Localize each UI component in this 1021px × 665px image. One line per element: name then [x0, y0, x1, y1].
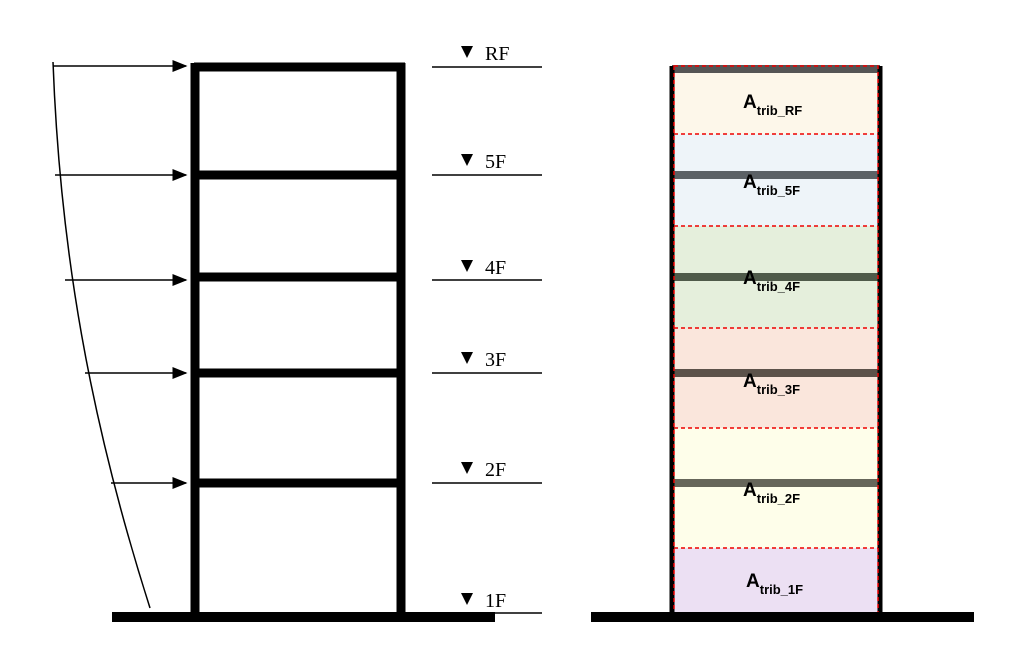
zone — [672, 134, 880, 226]
zone — [672, 428, 880, 548]
trib-label: Atrib_4F — [743, 268, 800, 294]
trib-label: Atrib_5F — [743, 172, 800, 198]
trib-label: Atrib_3F — [743, 371, 800, 397]
zone — [672, 548, 880, 613]
level-marker — [461, 46, 473, 58]
load-curve — [52, 61, 151, 609]
level-label: 5F — [485, 151, 506, 173]
level-label: 1F — [485, 590, 506, 612]
right-frame: Atrib_RF Atrib_5F Atrib_4F Atrib_3F Atri… — [591, 65, 974, 622]
level-marker — [461, 593, 473, 605]
trib-label: Atrib_2F — [743, 480, 800, 506]
zone — [672, 328, 880, 428]
level-marker — [461, 154, 473, 166]
level-label: RF — [485, 43, 509, 65]
trib-label: Atrib_1F — [746, 571, 803, 597]
trib-outline — [673, 65, 879, 614]
left-frame: RF 5F 4F 3F 2F 1F — [52, 43, 542, 622]
level-marker — [461, 260, 473, 272]
level-label: 4F — [485, 257, 506, 279]
level-marker — [461, 462, 473, 474]
level-marker — [461, 352, 473, 364]
level-label: 2F — [485, 459, 506, 481]
level-label: 3F — [485, 349, 506, 371]
zone — [672, 67, 880, 134]
trib-label: Atrib_RF — [743, 92, 802, 118]
